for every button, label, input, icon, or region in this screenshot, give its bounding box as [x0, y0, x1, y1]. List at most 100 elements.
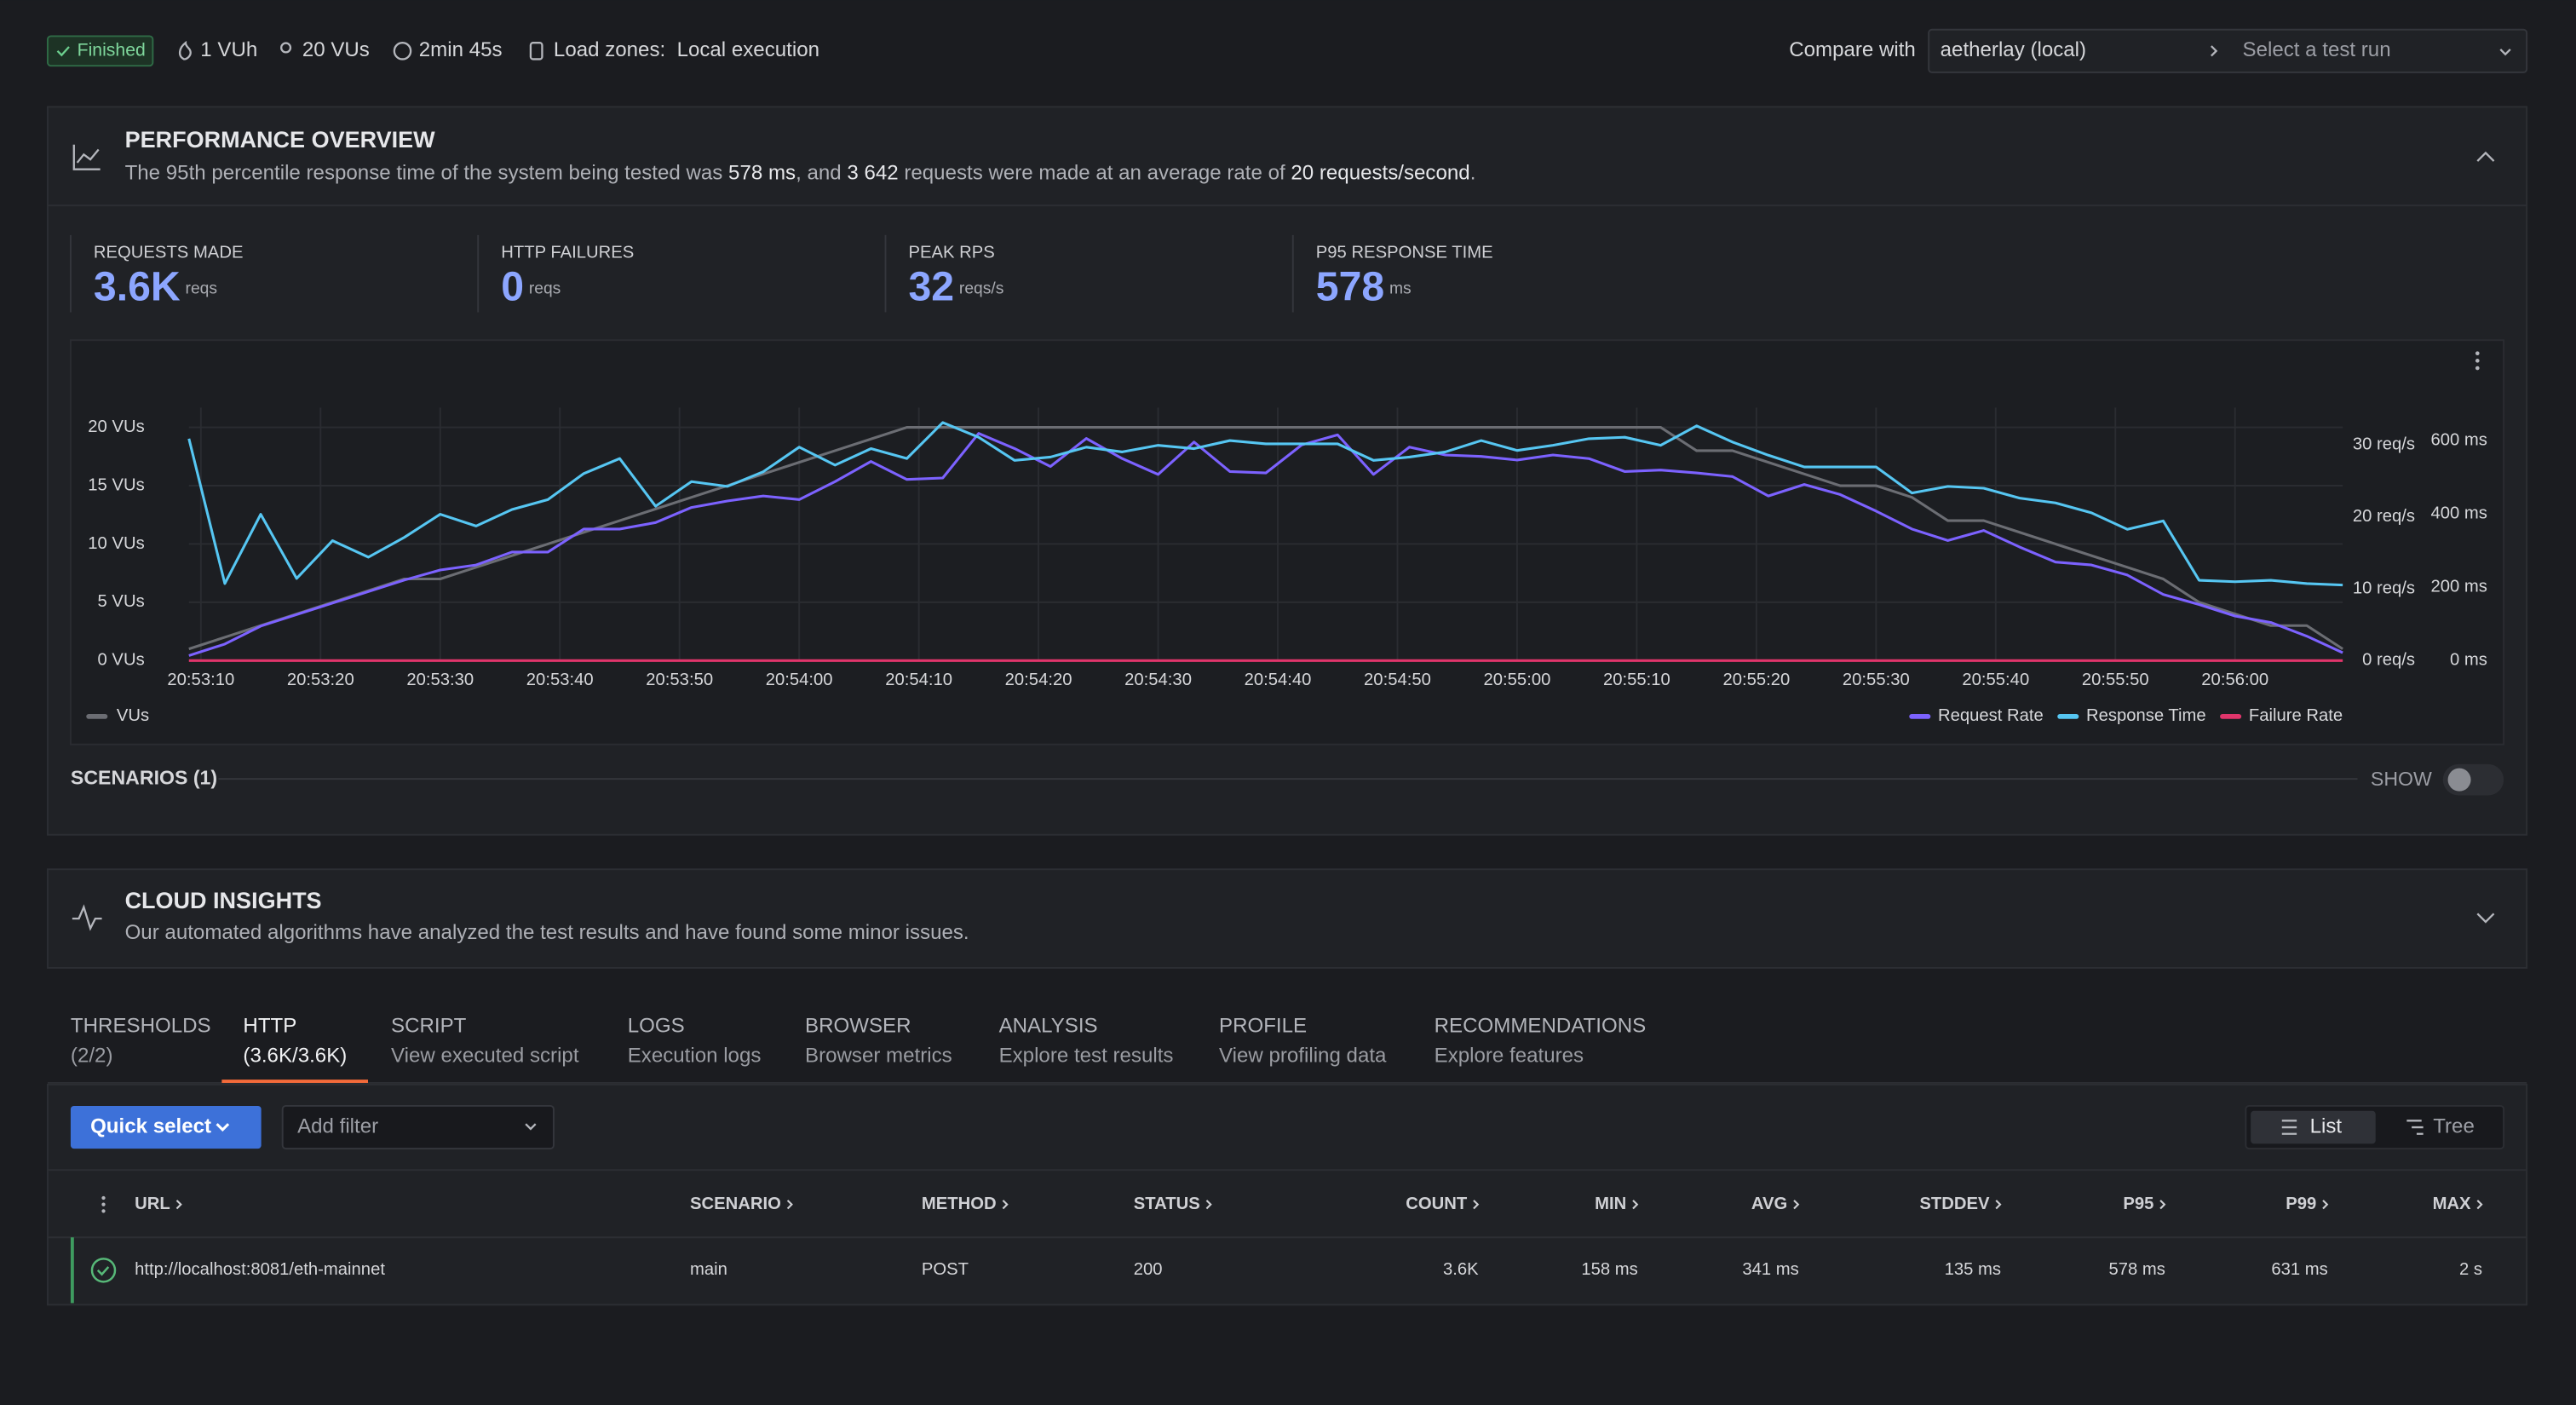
- tab-subtitle[interactable]: Explore features: [1435, 1044, 1584, 1067]
- stat-value: 32: [909, 263, 955, 309]
- vus: 20 VUs: [302, 38, 370, 61]
- column-header[interactable]: P99: [2286, 1195, 2316, 1213]
- tab-subtitle[interactable]: View executed script: [391, 1044, 579, 1067]
- column-header[interactable]: MIN: [1595, 1195, 1626, 1213]
- tab-title[interactable]: THRESHOLDS: [71, 1015, 211, 1038]
- quick-select-label[interactable]: Quick select: [90, 1114, 211, 1137]
- y3-tick-label: 400 ms: [2430, 504, 2487, 522]
- x-tick-label: 20:55:30: [1843, 671, 1910, 689]
- menu-icon[interactable]: [2475, 351, 2480, 371]
- column-header[interactable]: URL: [135, 1195, 170, 1213]
- cell: 341 ms: [1742, 1260, 1798, 1279]
- compare-value[interactable]: aetherlay (local): [1941, 38, 2086, 61]
- legend-label[interactable]: Response Time: [2086, 706, 2206, 725]
- legend-label[interactable]: Failure Rate: [2249, 706, 2343, 725]
- x-tick-label: 20:54:00: [766, 671, 833, 689]
- filter-placeholder[interactable]: Add filter: [297, 1114, 378, 1137]
- sort-chevron: [1002, 1200, 1009, 1210]
- tab-title[interactable]: BROWSER: [805, 1015, 911, 1038]
- sort-chevron: [2476, 1200, 2483, 1210]
- collapse-button[interactable]: [2476, 151, 2495, 162]
- load-zones: Local execution: [677, 38, 819, 61]
- cell: 631 ms: [2271, 1260, 2327, 1279]
- zone-icon: [529, 42, 543, 60]
- sort-chevron: [1793, 1200, 1800, 1210]
- tabs: THRESHOLDS (2/2) HTTP (3.6K/3.6K) SCRIPT View…: [71, 1015, 1646, 1083]
- y2-tick-label: 30 req/s: [2353, 435, 2415, 454]
- stat-label: REQUESTS MADE: [94, 243, 244, 262]
- tab-subtitle[interactable]: Explore test results: [999, 1044, 1174, 1067]
- tab-title[interactable]: SCRIPT: [391, 1015, 467, 1038]
- sort-chevron: [2159, 1200, 2166, 1210]
- chevron: [2211, 45, 2218, 57]
- tab-subtitle[interactable]: (3.6K/3.6K): [243, 1044, 347, 1067]
- run-select[interactable]: Select a test run: [2243, 38, 2391, 61]
- text: requests were made at an average rate of: [899, 162, 1291, 185]
- expand-button[interactable]: [2476, 913, 2495, 924]
- chevron: [525, 1123, 537, 1131]
- column-header[interactable]: P95: [2123, 1195, 2153, 1213]
- duration: 2min 45s: [419, 38, 503, 61]
- column-menu[interactable]: [101, 1195, 106, 1213]
- filter-input[interactable]: [281, 1105, 555, 1150]
- cell: 135 ms: [1945, 1260, 2001, 1279]
- cell: 578 ms: [2108, 1260, 2165, 1279]
- y2-tick-label: 20 req/s: [2353, 507, 2415, 526]
- load-zones-label: Load zones:: [554, 38, 665, 61]
- quick-select[interactable]: [70, 1105, 262, 1149]
- y-tick-label: 20 VUs: [88, 417, 144, 436]
- tab-title[interactable]: LOGS: [628, 1015, 685, 1038]
- y2-tick-label: 0 req/s: [2362, 651, 2415, 670]
- panel-description: Our automated algorithms have analyzed t…: [125, 921, 969, 944]
- panel-description: The 95th percentile response time of the…: [125, 162, 1476, 185]
- sort-chevron: [1632, 1200, 1639, 1210]
- stat: 578 ms: [1316, 263, 1412, 309]
- tab-subtitle[interactable]: (2/2): [71, 1044, 113, 1067]
- tab-subtitle[interactable]: Browser metrics: [805, 1044, 952, 1067]
- pulse-icon: [72, 904, 102, 931]
- column-header[interactable]: MAX: [2433, 1195, 2471, 1213]
- table: URL SCENARIO METHOD STATUS COUNT MIN AVG STDDEV…: [135, 1195, 2483, 1279]
- tab-title[interactable]: RECOMMENDATIONS: [1435, 1015, 1647, 1038]
- tab-subtitle[interactable]: Execution logs: [628, 1044, 762, 1067]
- column-header[interactable]: SCENARIO: [690, 1195, 781, 1213]
- column-header[interactable]: STDDEV: [1919, 1195, 1990, 1213]
- compare-label: Compare with: [1789, 38, 1916, 61]
- text: .: [1470, 162, 1476, 185]
- text: The 95th percentile response time of the…: [125, 162, 728, 185]
- check-icon: [56, 46, 70, 57]
- x-tick-label: 20:54:10: [885, 671, 952, 689]
- y3-tick-label: 600 ms: [2430, 430, 2487, 449]
- tab-title[interactable]: HTTP: [243, 1015, 296, 1038]
- column-header[interactable]: COUNT: [1406, 1195, 1468, 1213]
- column-header[interactable]: METHOD: [922, 1195, 997, 1213]
- toggle-knob: [2447, 768, 2471, 792]
- cell: http://localhost:8081/eth-mainnet: [135, 1260, 385, 1279]
- chart-icon: [72, 144, 101, 170]
- insights-panel: [46, 868, 2528, 969]
- tab-title[interactable]: PROFILE: [1219, 1015, 1307, 1038]
- scenarios-label: SCENARIOS (1): [71, 766, 217, 788]
- compare-select[interactable]: [1928, 28, 2528, 73]
- tab-subtitle[interactable]: View profiling data: [1219, 1044, 1387, 1067]
- sort-chevron: [175, 1200, 182, 1210]
- column-header[interactable]: STATUS: [1134, 1195, 1200, 1213]
- view-list-button[interactable]: [2251, 1110, 2376, 1144]
- chart-card: [69, 339, 2505, 746]
- status: Finished: [78, 40, 146, 60]
- x-tick-label: 20:54:50: [1364, 671, 1431, 689]
- row-status-icon: [90, 1258, 117, 1283]
- legend-label[interactable]: Request Rate: [1938, 706, 2044, 725]
- y3-tick-label: 200 ms: [2430, 578, 2487, 596]
- tab-title[interactable]: ANALYSIS: [999, 1015, 1098, 1038]
- text: 578 ms: [728, 162, 796, 185]
- toggle-label: SHOW: [2371, 768, 2432, 790]
- cell: 200: [1134, 1260, 1163, 1279]
- stat-unit: ms: [1389, 280, 1412, 298]
- view-list[interactable]: List: [2310, 1114, 2343, 1137]
- view-tree[interactable]: Tree: [2433, 1114, 2475, 1137]
- column-header[interactable]: AVG: [1751, 1195, 1787, 1213]
